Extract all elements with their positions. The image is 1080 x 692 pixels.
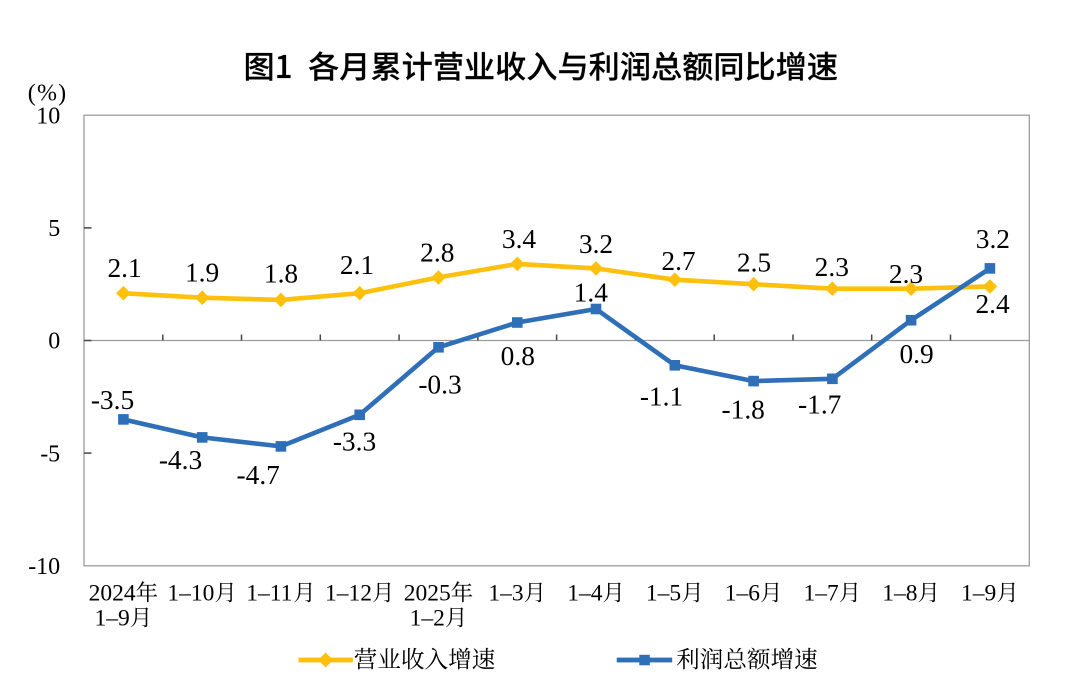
svg-text:-4.3: -4.3	[159, 445, 202, 475]
svg-text:-10: -10	[28, 554, 60, 580]
svg-text:2.7: 2.7	[661, 246, 695, 276]
svg-text:2024: 2024	[89, 581, 136, 607]
svg-text:3.2: 3.2	[976, 224, 1010, 254]
svg-text:1.4: 1.4	[574, 277, 609, 307]
svg-text:-1.8: -1.8	[722, 395, 765, 425]
svg-text:-1.7: -1.7	[798, 390, 841, 420]
svg-text:(%): (%)	[28, 80, 68, 106]
svg-text:0.9: 0.9	[899, 339, 933, 369]
svg-text:2.5: 2.5	[737, 248, 771, 278]
svg-text:2.3: 2.3	[815, 252, 849, 282]
svg-text:10: 10	[36, 103, 60, 129]
svg-text:2.4: 2.4	[975, 289, 1010, 319]
svg-text:2.3: 2.3	[889, 259, 923, 289]
svg-text:1–6: 1–6	[725, 581, 761, 607]
svg-text:1–5: 1–5	[646, 581, 681, 607]
svg-text:-4.7: -4.7	[237, 460, 280, 490]
svg-text:1–11: 1–11	[246, 581, 292, 607]
svg-text:1.9: 1.9	[185, 258, 219, 288]
svg-text:1–12: 1–12	[325, 581, 372, 607]
svg-text:3.4: 3.4	[502, 224, 537, 254]
svg-text:2.1: 2.1	[340, 250, 374, 280]
svg-text:1.8: 1.8	[264, 259, 298, 289]
svg-text:-5: -5	[40, 441, 60, 467]
svg-text:-0.3: -0.3	[418, 370, 461, 400]
svg-text:1–7: 1–7	[804, 581, 840, 607]
svg-text:5: 5	[48, 216, 60, 242]
svg-text:0: 0	[48, 329, 60, 355]
svg-text:1–4: 1–4	[567, 581, 603, 607]
svg-text:-3.3: -3.3	[333, 427, 376, 457]
svg-text:-1.1: -1.1	[640, 382, 683, 412]
svg-text:2.1: 2.1	[107, 253, 141, 283]
svg-text:1–9: 1–9	[95, 606, 130, 632]
svg-text:1–10: 1–10	[167, 581, 214, 607]
svg-text:2.8: 2.8	[420, 237, 454, 267]
svg-text:1–3: 1–3	[488, 581, 523, 607]
svg-text:-3.5: -3.5	[91, 385, 134, 415]
svg-text:0.8: 0.8	[501, 341, 535, 371]
svg-text:1–8: 1–8	[882, 581, 917, 607]
svg-text:2025: 2025	[404, 581, 451, 607]
svg-text:3.2: 3.2	[579, 229, 613, 259]
svg-text:1–9: 1–9	[961, 581, 996, 607]
svg-text:1–2: 1–2	[410, 606, 445, 632]
